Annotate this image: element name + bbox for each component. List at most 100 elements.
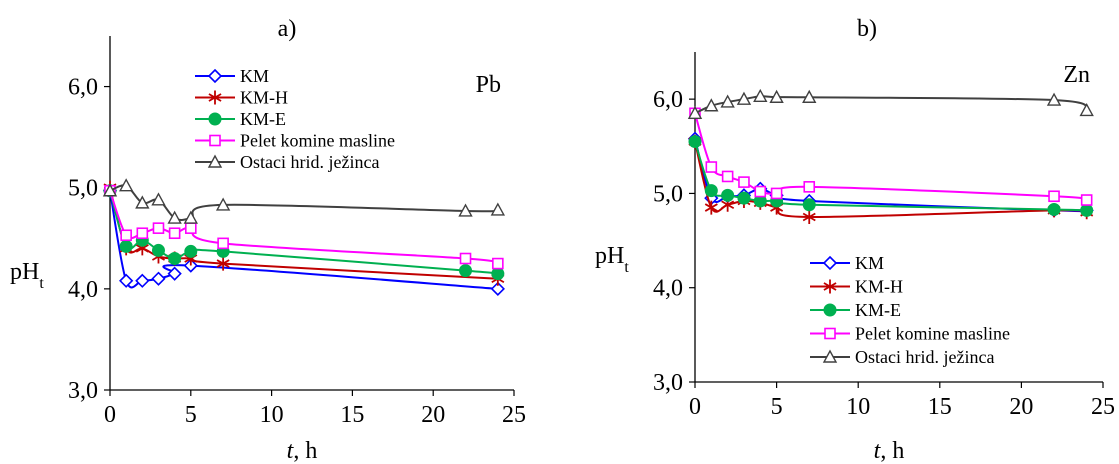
series-line-5	[694, 95, 1088, 115]
data-point	[802, 89, 817, 103]
data-point	[459, 252, 472, 265]
y-tick-label: 5,0	[653, 181, 683, 207]
x-axis-label: t, h	[874, 438, 905, 464]
data-point	[704, 184, 718, 198]
data-point	[135, 195, 150, 209]
series-line-3	[109, 190, 499, 275]
data-point	[770, 187, 783, 200]
x-tick-label: 5	[771, 394, 783, 420]
data-point	[803, 181, 816, 193]
legend-marker	[822, 349, 838, 363]
data-point	[492, 257, 504, 270]
data-point	[754, 185, 767, 198]
data-point	[738, 176, 750, 188]
data-point	[152, 222, 165, 234]
data-point	[120, 229, 132, 242]
x-tick-label: 0	[104, 402, 116, 428]
data-point	[1046, 92, 1062, 106]
data-point	[1047, 202, 1061, 216]
data-point	[151, 271, 166, 286]
y-tick-label: 3,0	[68, 378, 98, 404]
data-point	[459, 264, 473, 278]
legend-marker	[207, 154, 223, 168]
x-tick-label: 15	[340, 402, 364, 428]
data-point	[736, 91, 752, 105]
element-label: Zn	[1063, 62, 1090, 88]
data-point	[119, 273, 134, 288]
series-line-5	[109, 184, 499, 222]
legend-item-label: KM	[855, 253, 884, 273]
data-point	[704, 200, 718, 215]
y-tick-label: 3,0	[653, 370, 683, 396]
data-point	[151, 243, 165, 257]
x-tick-label: 25	[502, 402, 526, 428]
legend-marker	[823, 303, 837, 317]
data-point	[1048, 190, 1060, 203]
data-point	[753, 88, 768, 103]
element-label: Pb	[476, 72, 501, 98]
series-line-3	[694, 141, 1088, 212]
y-tick-label: 6,0	[68, 75, 98, 101]
x-axis-label: t, h	[287, 438, 318, 464]
legend-item-label: KM-E	[855, 300, 901, 320]
data-point	[769, 89, 784, 103]
y-tick-label: 4,0	[68, 277, 98, 303]
legend-marker	[208, 112, 222, 126]
y-tick-label: 4,0	[653, 276, 683, 302]
series-line-4	[109, 190, 499, 265]
data-point	[183, 258, 198, 273]
x-tick-label: 0	[689, 394, 701, 420]
data-point	[1080, 194, 1093, 206]
data-point	[687, 105, 703, 119]
data-point	[721, 188, 735, 202]
y-tick-label: 6,0	[653, 87, 683, 113]
legend: KM KM-H KM-E Pelet komine masline Ostaci hri…	[810, 253, 1010, 367]
data-point	[705, 161, 718, 173]
x-tick-label: 20	[1009, 394, 1033, 420]
panel-label: a)	[278, 16, 297, 42]
chart-panel-1: a) 3,0 4,0 5,0 6,0 0 5 10 15 20 25 pHt t, h Pb KMKM-HK…	[10, 16, 526, 464]
legend-item-label: Pelet komine masline	[855, 324, 1010, 344]
data-point	[168, 227, 181, 240]
legend-marker	[822, 255, 838, 271]
legend-marker	[207, 68, 223, 84]
data-point	[216, 256, 230, 271]
legend-marker	[823, 279, 837, 294]
data-point	[490, 281, 505, 296]
data-point	[688, 135, 702, 149]
legend-item-label: KM-H	[855, 277, 903, 297]
data-point	[167, 210, 182, 224]
data-point	[151, 192, 166, 206]
y-axis-label: pHt	[10, 259, 44, 292]
x-tick-label: 20	[421, 402, 445, 428]
data-point	[102, 183, 118, 197]
data-point	[721, 170, 734, 183]
legend-marker	[209, 134, 221, 147]
data-point	[217, 237, 229, 250]
data-point	[183, 210, 198, 224]
x-tick-label: 25	[1091, 394, 1115, 420]
data-point	[737, 191, 751, 205]
data-point	[490, 202, 506, 216]
panel-label: b)	[857, 16, 877, 42]
x-tick-label: 15	[928, 394, 952, 420]
data-point	[135, 273, 150, 288]
data-point	[802, 210, 816, 224]
legend-item-label: KM-E	[240, 109, 286, 129]
data-point	[1080, 203, 1094, 217]
x-tick-label: 5	[185, 402, 197, 428]
data-point	[119, 239, 133, 253]
series-line-4	[694, 112, 1088, 202]
legend-item-label: Ostaci hrid. ježinca	[855, 347, 994, 367]
legend-marker	[824, 327, 836, 340]
y-tick-label: 5,0	[68, 176, 98, 202]
data-point	[704, 98, 719, 112]
legend-marker	[208, 90, 222, 105]
data-point	[167, 266, 182, 281]
data-point	[1079, 102, 1094, 117]
data-point	[184, 244, 198, 258]
legend-item-label: Ostaci hrid. ježinca	[240, 152, 379, 172]
